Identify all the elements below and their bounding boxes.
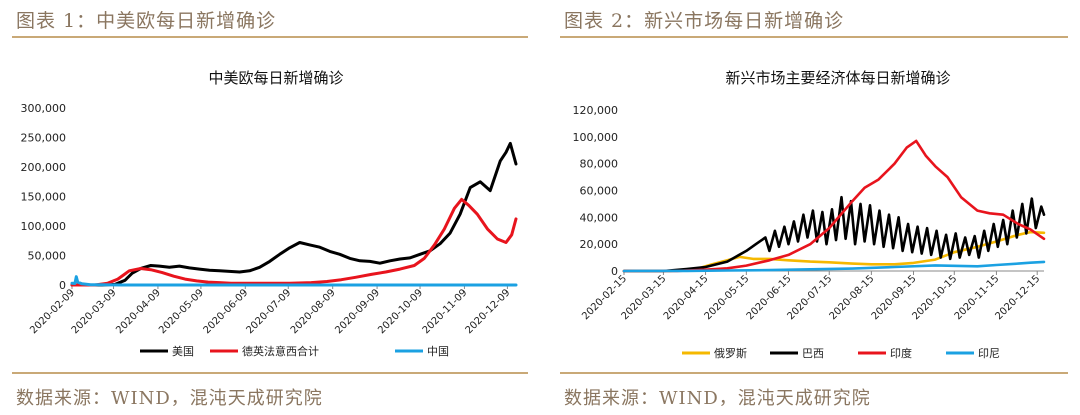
y-tick-label: 40,000 [580,211,619,224]
legend-label: 美国 [172,345,194,358]
legend-label: 俄罗斯 [714,347,747,360]
chart-title: 中美欧每日新增确诊 [208,69,343,87]
x-tick-label: 2020-08-09 [289,287,338,336]
y-tick-label: 200,000 [21,161,67,174]
series-line [622,260,1046,273]
data-source: 数据来源：WIND，混沌天成研究院 [564,388,871,409]
y-tick-label: 120,000 [573,104,619,117]
title-rule [560,36,1068,38]
series-line [70,197,518,287]
chart-title: 新兴市场主要经济体每日新增确诊 [725,69,950,87]
x-tick-label: 2020-09-09 [333,287,382,336]
legend-label: 印尼 [978,347,1000,360]
y-tick-label: 100,000 [573,131,619,144]
series-line [70,141,518,287]
legend-label: 中国 [427,345,449,358]
y-tick-label: 300,000 [21,102,67,115]
y-tick-label: 0 [611,265,618,278]
source-rule [12,372,528,374]
y-tick-label: 150,000 [21,191,67,204]
chart-cases-emerging-markets: 新兴市场主要经济体每日新增确诊 0 20,000 40,000 60,000 80,000… [573,69,1046,360]
figure-panel-right: 图表 2：新兴市场每日新增确诊 新兴市场主要经济体每日新增确诊 0 20,000 40… [548,0,1080,415]
legend-label: 印度 [890,346,912,360]
legend-label: 巴西 [802,347,824,360]
y-tick-label: 250,000 [21,132,67,145]
x-tick-label: 2020-12-09 [464,287,513,336]
series-line [622,195,1046,273]
x-tick-label: 2020-07-09 [245,287,294,336]
x-tick-label: 2020-05-09 [157,287,206,336]
x-tick-label: 2020-11-09 [421,287,470,336]
y-tick-label: 50,000 [28,250,67,263]
y-tick-label: 60,000 [580,185,619,198]
title-rule [12,36,528,38]
legend-label: 德英法意西合计 [242,344,319,358]
y-tick-label: 80,000 [580,158,619,171]
y-tick-label: 20,000 [580,238,619,251]
y-tick-label: 0 [59,279,66,292]
x-tick-label: 2020-03-09 [70,287,119,336]
y-tick-label: 100,000 [21,220,67,233]
series-line [622,139,1046,273]
data-source: 数据来源：WIND，混沌天成研究院 [16,388,323,409]
figure-panel-left: 图表 1：中美欧每日新增确诊 中美欧每日新增确诊 0 50,000 100,000 15… [12,10,528,409]
figure-title: 图表 1：中美欧每日新增确诊 [16,10,277,32]
source-rule [560,372,1068,374]
x-tick-label: 2020-04-09 [114,287,163,336]
figure-title: 图表 2：新兴市场每日新增确诊 [564,10,845,32]
x-tick-label: 2020-10-09 [376,287,425,336]
series-line [70,275,518,287]
x-tick-label: 2020-06-09 [202,287,251,336]
chart-cases-cn-us-eu: 中美欧每日新增确诊 0 50,000 100,000 150,000 200,000 250… [21,69,518,358]
